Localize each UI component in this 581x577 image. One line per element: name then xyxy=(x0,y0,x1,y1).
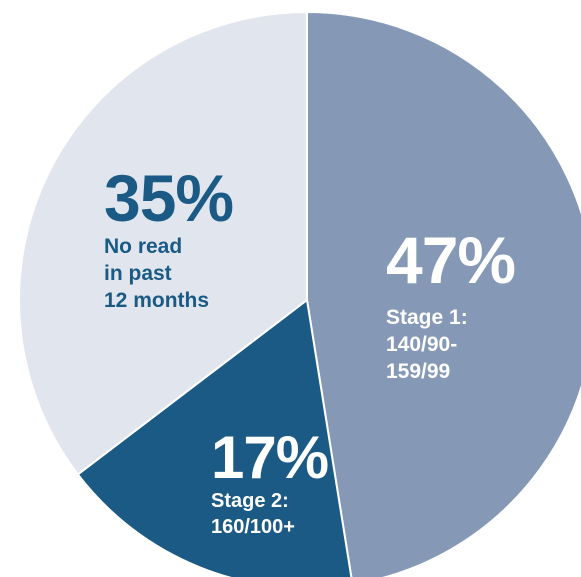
slice-1-label-line-2: 140/90- xyxy=(386,333,457,356)
slice-1-label-line-3: 159/99 xyxy=(386,360,450,383)
slice-2-percent-label: 17% xyxy=(211,424,328,491)
pie-slice-1 xyxy=(306,11,581,577)
pie-slice-3 xyxy=(18,11,308,476)
slice-3-label-line-3: 12 months xyxy=(104,289,209,312)
pie-slice-2 xyxy=(76,299,353,577)
pie-slices xyxy=(18,11,581,577)
slice-2-label-line-1: Stage 2: xyxy=(211,490,289,512)
slice-2-label-line-2: 160/100+ xyxy=(211,516,295,538)
pie-labels: 47% Stage 1: 140/90- 159/99 17%Stage 2: 160/1… xyxy=(104,161,516,538)
slice-3-label-line-2: in past xyxy=(104,262,172,285)
slice-3-label-line-1: No read xyxy=(104,235,182,258)
slice-3-percent-label: 35% xyxy=(104,161,233,235)
slice-1-label-line-1: Stage 1: xyxy=(386,306,468,329)
slice-1-percent-label: 47% xyxy=(386,223,515,297)
